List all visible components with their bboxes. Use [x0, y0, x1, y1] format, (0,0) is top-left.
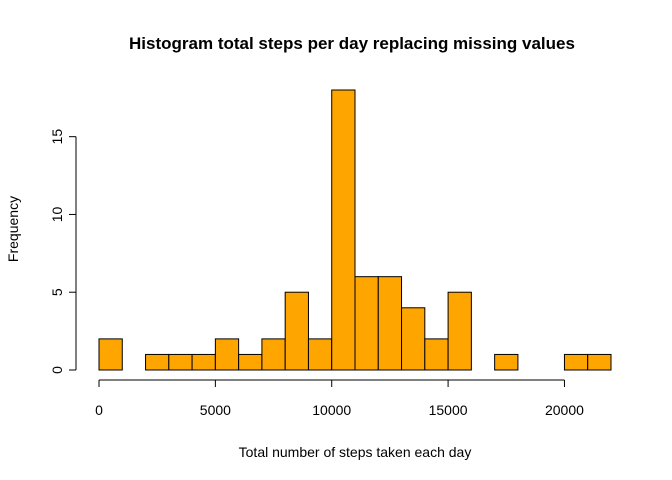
- x-tick-label: 5000: [200, 402, 231, 418]
- x-tick-label: 20000: [545, 402, 584, 418]
- histogram-bar: [214, 338, 240, 371]
- y-axis: 0 5 10 15: [49, 129, 77, 374]
- histogram-bar: [447, 291, 472, 371]
- histogram-bar: [307, 338, 333, 371]
- y-tick-label: 10: [49, 206, 65, 222]
- histogram-bar: [191, 353, 216, 371]
- histogram-bar: [424, 338, 449, 371]
- x-axis-label: Total number of steps taken each day: [239, 444, 472, 460]
- histogram-bar: [331, 89, 356, 371]
- x-axis: 0 5000 10000 15000 20000: [95, 379, 584, 418]
- histogram-bar: [354, 276, 379, 371]
- chart-title: Histogram total steps per day replacing …: [129, 34, 575, 53]
- y-tick-label: 5: [49, 288, 65, 296]
- histogram-bar: [494, 353, 519, 371]
- histogram-bar: [377, 276, 403, 371]
- histogram-bar: [238, 353, 263, 371]
- histogram-bar: [401, 307, 426, 371]
- histogram-bar: [168, 353, 193, 371]
- x-tick-label: 10000: [312, 402, 351, 418]
- x-tick-label: 0: [95, 402, 103, 418]
- histogram-bar: [284, 291, 309, 371]
- histogram-bar: [261, 338, 286, 371]
- y-tick-label: 15: [49, 129, 65, 145]
- y-tick-label: 0: [49, 366, 65, 374]
- histogram-bar: [98, 338, 123, 371]
- histogram-bar: [587, 353, 612, 371]
- histogram-bar: [145, 353, 170, 371]
- x-tick-label: 15000: [429, 402, 468, 418]
- y-axis-label: Frequency: [5, 196, 21, 262]
- bars-group: [98, 89, 612, 371]
- histogram-bar: [563, 353, 589, 371]
